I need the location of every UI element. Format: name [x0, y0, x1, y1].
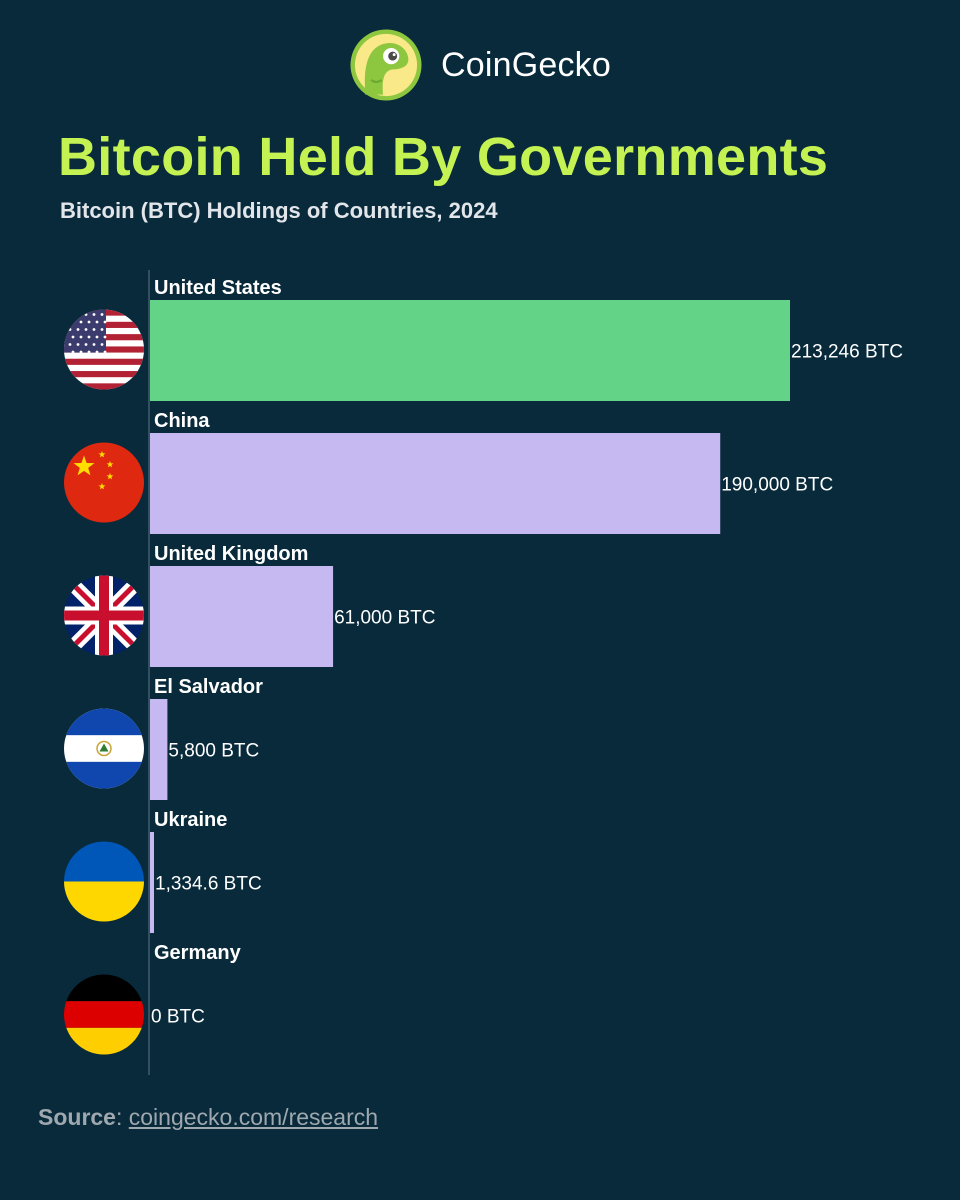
source-separator: :	[115, 1104, 129, 1130]
value-label-germany: 0 BTC	[151, 1007, 205, 1028]
source-label: Source	[38, 1104, 116, 1130]
category-label-ukraine: Ukraine	[154, 809, 227, 831]
category-label-el-salvador: El Salvador	[154, 676, 263, 698]
value-label-united-states: 213,246 BTC	[791, 342, 903, 363]
category-label-china: China	[154, 410, 210, 432]
source-link[interactable]: coingecko.com/research	[128, 1104, 379, 1130]
bar-ukraine	[150, 832, 155, 933]
china-flag-icon	[64, 442, 144, 523]
value-label-china: 190,000 BTC	[721, 475, 833, 496]
brand-name: CoinGecko	[441, 45, 611, 84]
chart-title: Bitcoin Held By Governments	[58, 127, 829, 187]
value-label-ukraine: 1,334.6 BTC	[155, 874, 262, 895]
value-label-united-kingdom: 61,000 BTC	[334, 608, 435, 629]
bar-china	[150, 433, 721, 534]
category-label-united-states: United States	[154, 277, 282, 299]
category-label-germany: Germany	[154, 942, 242, 964]
brand-header: CoinGecko	[0, 28, 960, 102]
us-flag-icon	[64, 309, 144, 390]
bar-united-kingdom	[150, 566, 334, 667]
el-salvador-flag-icon	[64, 708, 144, 789]
gecko-logo-icon	[350, 29, 422, 101]
bars-layer: United States 213,246 BTC China 190,000 BTC…	[150, 277, 903, 1028]
category-label-united-kingdom: United Kingdom	[154, 543, 308, 565]
bar-united-states	[150, 300, 790, 401]
source-footer: Source: coingecko.com/research	[38, 1104, 378, 1131]
value-label-el-salvador: 5,800 BTC	[168, 741, 259, 762]
flags-layer	[64, 309, 144, 1055]
chart-subtitle: Bitcoin (BTC) Holdings of Countries, 202…	[60, 198, 498, 223]
ukraine-flag-icon	[64, 841, 144, 922]
uk-flag-icon	[64, 575, 144, 656]
germany-flag-icon	[64, 974, 144, 1055]
bar-el-salvador	[150, 699, 168, 800]
bar-chart: United States 213,246 BTC China 190,000 BTC…	[64, 270, 903, 1075]
